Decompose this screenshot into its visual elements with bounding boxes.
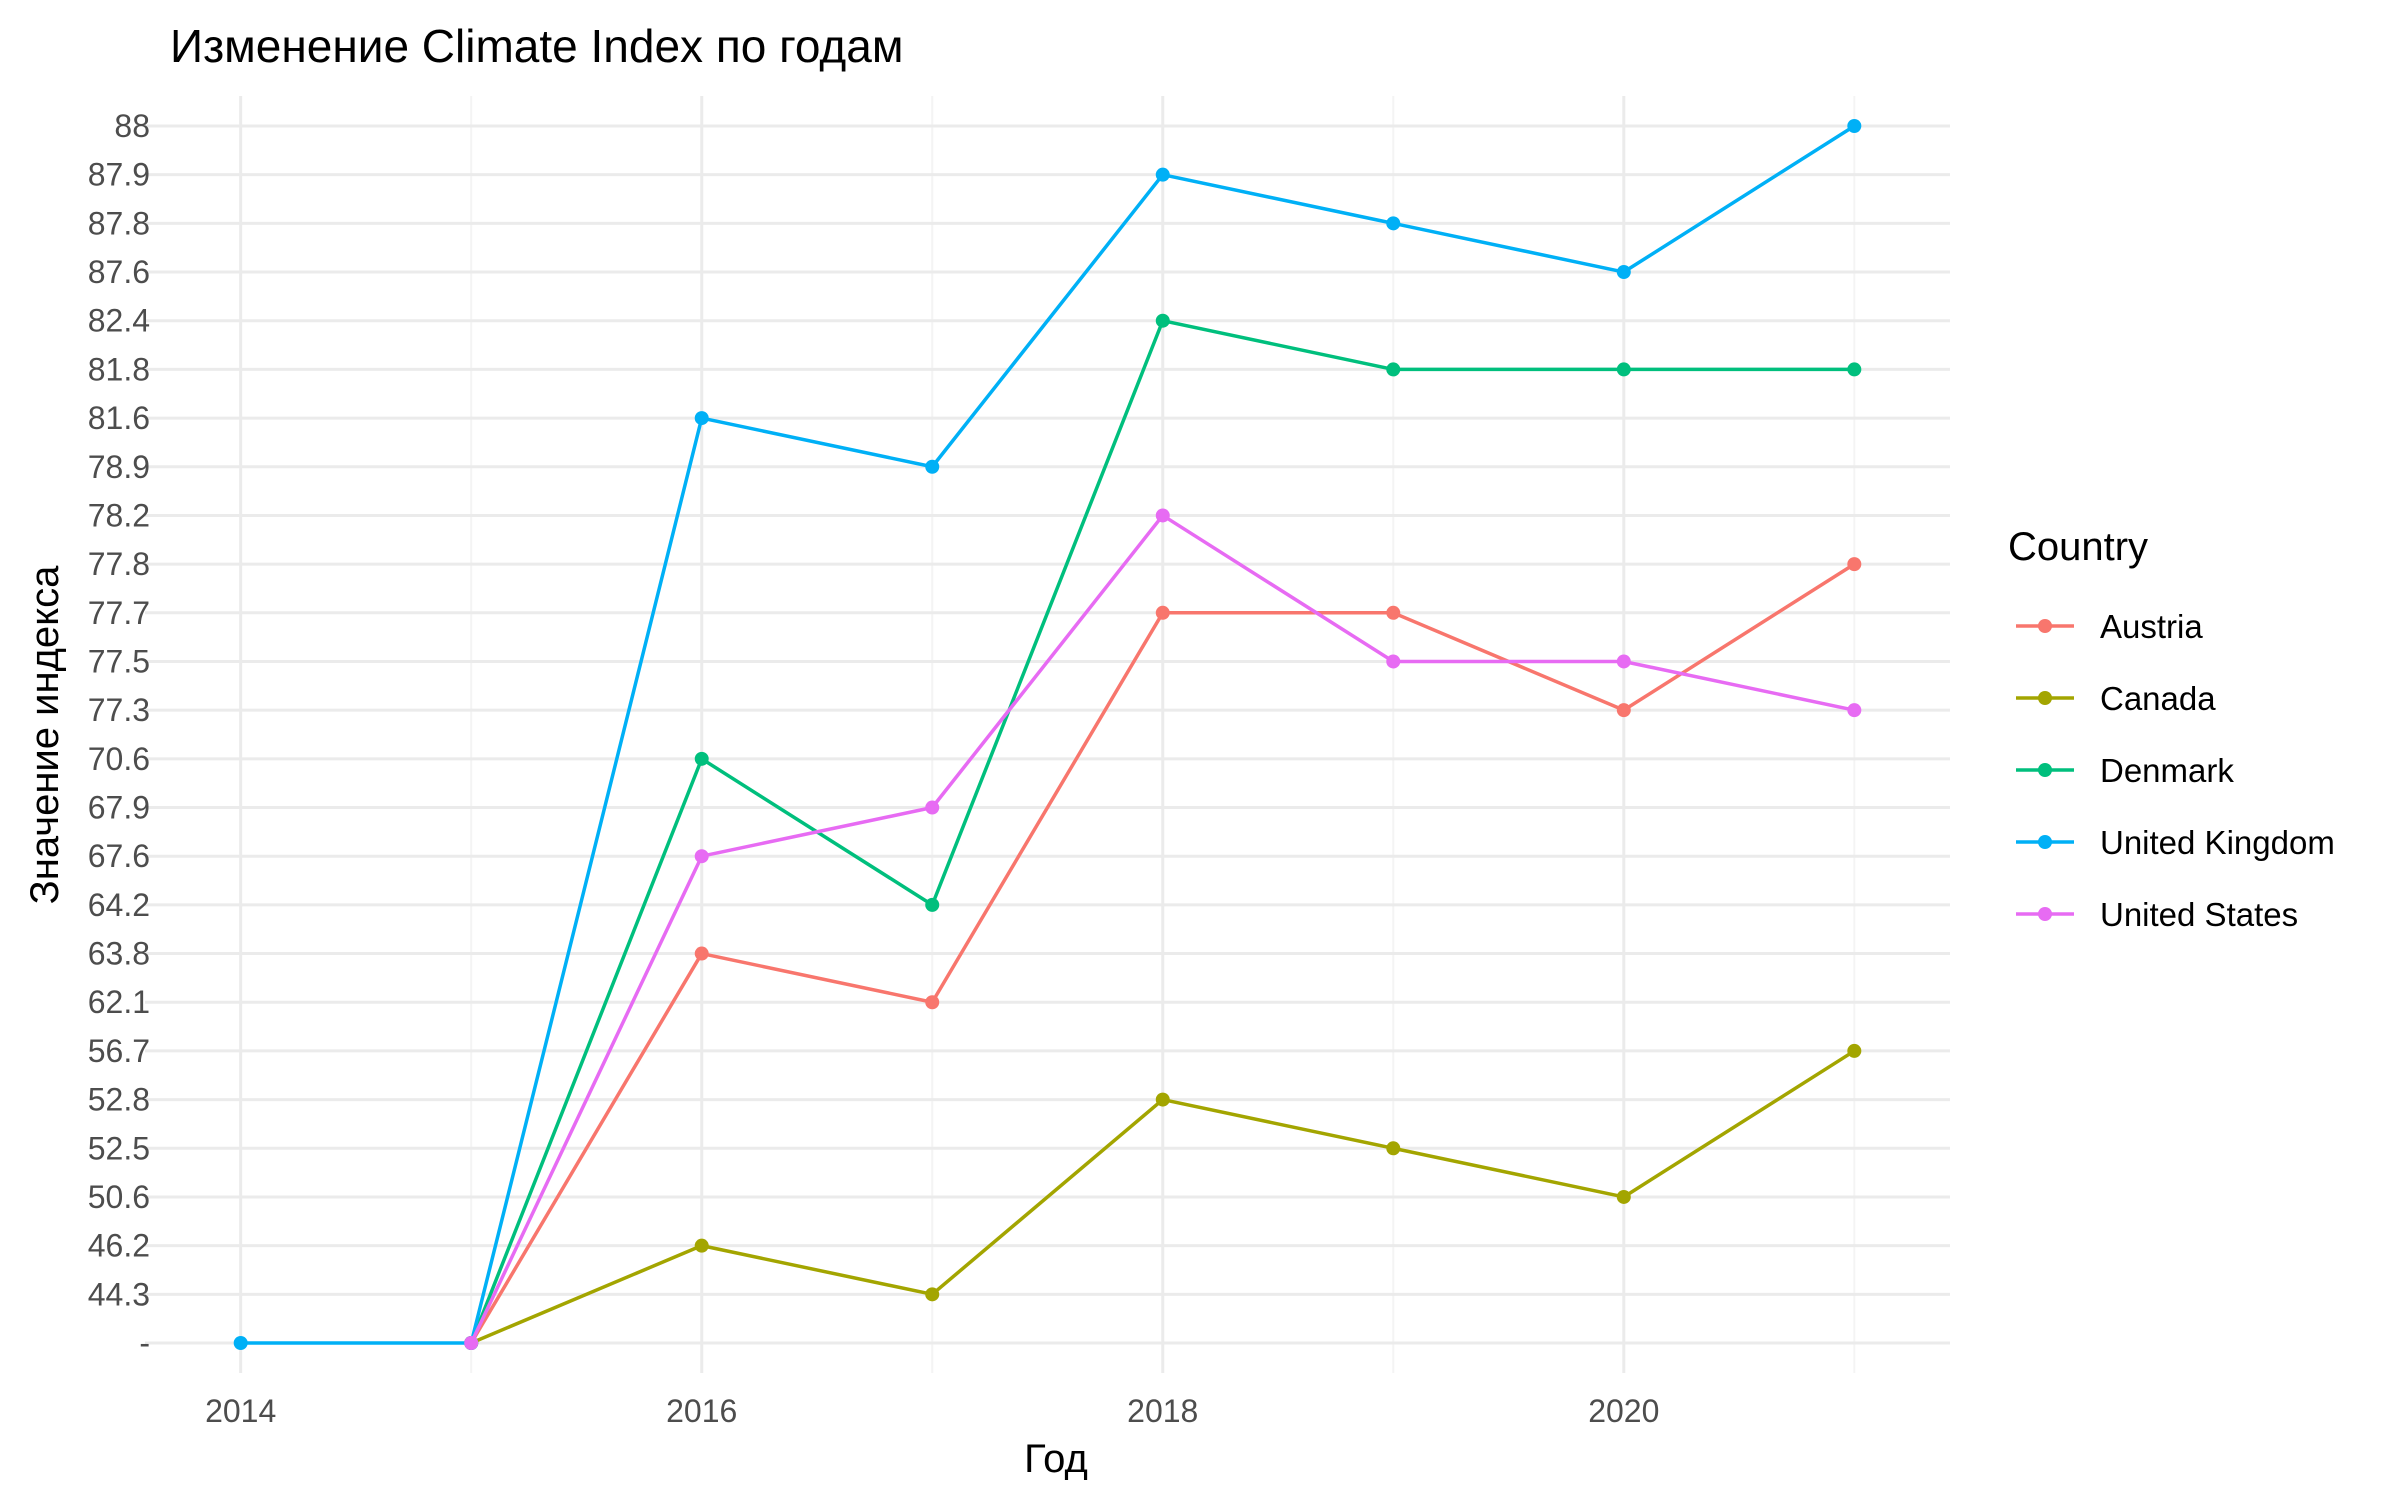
y-tick-label: 88 <box>114 108 150 144</box>
data-point-united-states <box>925 800 940 815</box>
data-point-united-kingdom <box>233 1336 248 1350</box>
legend-label: Denmark <box>2100 752 2234 789</box>
y-tick-label: 62.1 <box>88 984 150 1020</box>
data-point-canada <box>925 1287 940 1302</box>
x-tick-label: 2014 <box>205 1393 276 1429</box>
data-point-united-states <box>1847 703 1862 718</box>
data-point-united-kingdom <box>1155 167 1170 182</box>
y-tick-label: 77.8 <box>88 546 150 582</box>
data-point-united-states <box>694 849 709 864</box>
y-tick-label: 78.9 <box>88 449 150 485</box>
y-tick-label: 50.6 <box>88 1179 150 1215</box>
grid <box>145 96 1950 1373</box>
y-tick-label: 67.6 <box>88 838 150 874</box>
y-axis-title: Значение индекса <box>23 565 67 904</box>
series-canada <box>464 1043 1862 1350</box>
data-point-denmark <box>694 751 709 766</box>
legend-item-austria: Austria <box>2016 608 2203 645</box>
data-point-canada <box>1386 1141 1401 1156</box>
y-axis-ticks: - 44.3 46.2 50.6 52.5 52.8 56.7 62.1 63.8 64.2 67.… <box>88 108 150 1361</box>
legend-label: United Kingdom <box>2100 824 2335 861</box>
legend-key-point <box>2038 907 2052 921</box>
data-point-canada <box>1847 1043 1862 1058</box>
legend-key-point <box>2038 691 2052 705</box>
legend-key-point <box>2038 763 2052 777</box>
y-tick-label: 70.6 <box>88 741 150 777</box>
x-tick-label: 2018 <box>1127 1393 1198 1429</box>
data-point-austria <box>1847 557 1862 572</box>
y-tick-label: 87.9 <box>88 157 150 193</box>
y-tick-label: 78.2 <box>88 497 150 533</box>
y-tick-label: 56.7 <box>88 1033 150 1069</box>
x-tick-label: 2020 <box>1588 1393 1659 1429</box>
y-tick-label: 82.4 <box>88 303 150 339</box>
data-point-united-states <box>464 1336 479 1350</box>
data-point-canada <box>694 1238 709 1253</box>
y-tick-label: 52.8 <box>88 1082 150 1118</box>
data-point-denmark <box>1155 313 1170 328</box>
data-point-denmark <box>1847 362 1862 377</box>
data-point-austria <box>1155 605 1170 620</box>
data-point-canada <box>1616 1189 1631 1204</box>
y-tick-label: 44.3 <box>88 1276 150 1312</box>
legend-item-united-states: United States <box>2016 896 2298 933</box>
chart-title: Изменение Climate Index по годам <box>170 20 903 72</box>
data-point-canada <box>1155 1092 1170 1107</box>
data-point-denmark <box>1386 362 1401 377</box>
legend-items: Austria Canada Denmark United Kingdom United… <box>2016 608 2335 933</box>
legend-key-point <box>2038 619 2052 633</box>
data-point-united-states <box>1616 654 1631 669</box>
y-tick-label: 64.2 <box>88 887 150 923</box>
legend-item-denmark: Denmark <box>2016 752 2234 789</box>
data-point-austria <box>925 995 940 1010</box>
legend-label: Austria <box>2100 608 2203 645</box>
y-tick-label: - <box>139 1325 150 1361</box>
series-united-states <box>464 508 1862 1350</box>
legend-title: Country <box>2008 525 2148 569</box>
legend-label: Canada <box>2100 680 2216 717</box>
y-tick-label: 87.6 <box>88 254 150 290</box>
data-point-united-kingdom <box>694 411 709 426</box>
data-point-austria <box>1616 703 1631 718</box>
legend-item-united-kingdom: United Kingdom <box>2016 824 2335 861</box>
y-tick-label: 87.8 <box>88 205 150 241</box>
data-point-austria <box>1386 605 1401 620</box>
x-tick-label: 2016 <box>666 1393 737 1429</box>
data-point-united-states <box>1386 654 1401 669</box>
y-tick-label: 77.3 <box>88 692 150 728</box>
series-austria <box>464 557 1862 1350</box>
x-axis-ticks: 2014 2016 2018 2020 <box>205 1393 1659 1429</box>
legend: Country Austria Canada Denmark United Kingd… <box>2008 525 2335 933</box>
y-tick-label: 81.8 <box>88 351 150 387</box>
data-point-united-kingdom <box>1847 119 1862 133</box>
data-point-austria <box>694 946 709 961</box>
data-point-denmark <box>1616 362 1631 377</box>
y-tick-label: 46.2 <box>88 1228 150 1264</box>
legend-item-canada: Canada <box>2016 680 2216 717</box>
series-lines <box>233 119 1862 1350</box>
data-point-denmark <box>925 897 940 912</box>
y-tick-label: 67.9 <box>88 790 150 826</box>
data-point-united-kingdom <box>1386 216 1401 231</box>
y-tick-label: 63.8 <box>88 936 150 972</box>
legend-label: United States <box>2100 896 2298 933</box>
y-tick-label: 81.6 <box>88 400 150 436</box>
legend-key-point <box>2038 835 2052 849</box>
y-tick-label: 77.7 <box>88 595 150 631</box>
series-line-united-kingdom <box>240 124 1856 1345</box>
series-united-kingdom <box>233 119 1862 1350</box>
data-point-united-kingdom <box>925 459 940 474</box>
y-tick-label: 77.5 <box>88 643 150 679</box>
data-point-united-states <box>1155 508 1170 523</box>
data-point-united-kingdom <box>1616 265 1631 280</box>
y-tick-label: 52.5 <box>88 1130 150 1166</box>
x-axis-title: Год <box>1024 1437 1088 1481</box>
